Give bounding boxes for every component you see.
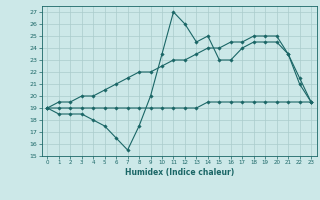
X-axis label: Humidex (Indice chaleur): Humidex (Indice chaleur) [124, 168, 234, 177]
